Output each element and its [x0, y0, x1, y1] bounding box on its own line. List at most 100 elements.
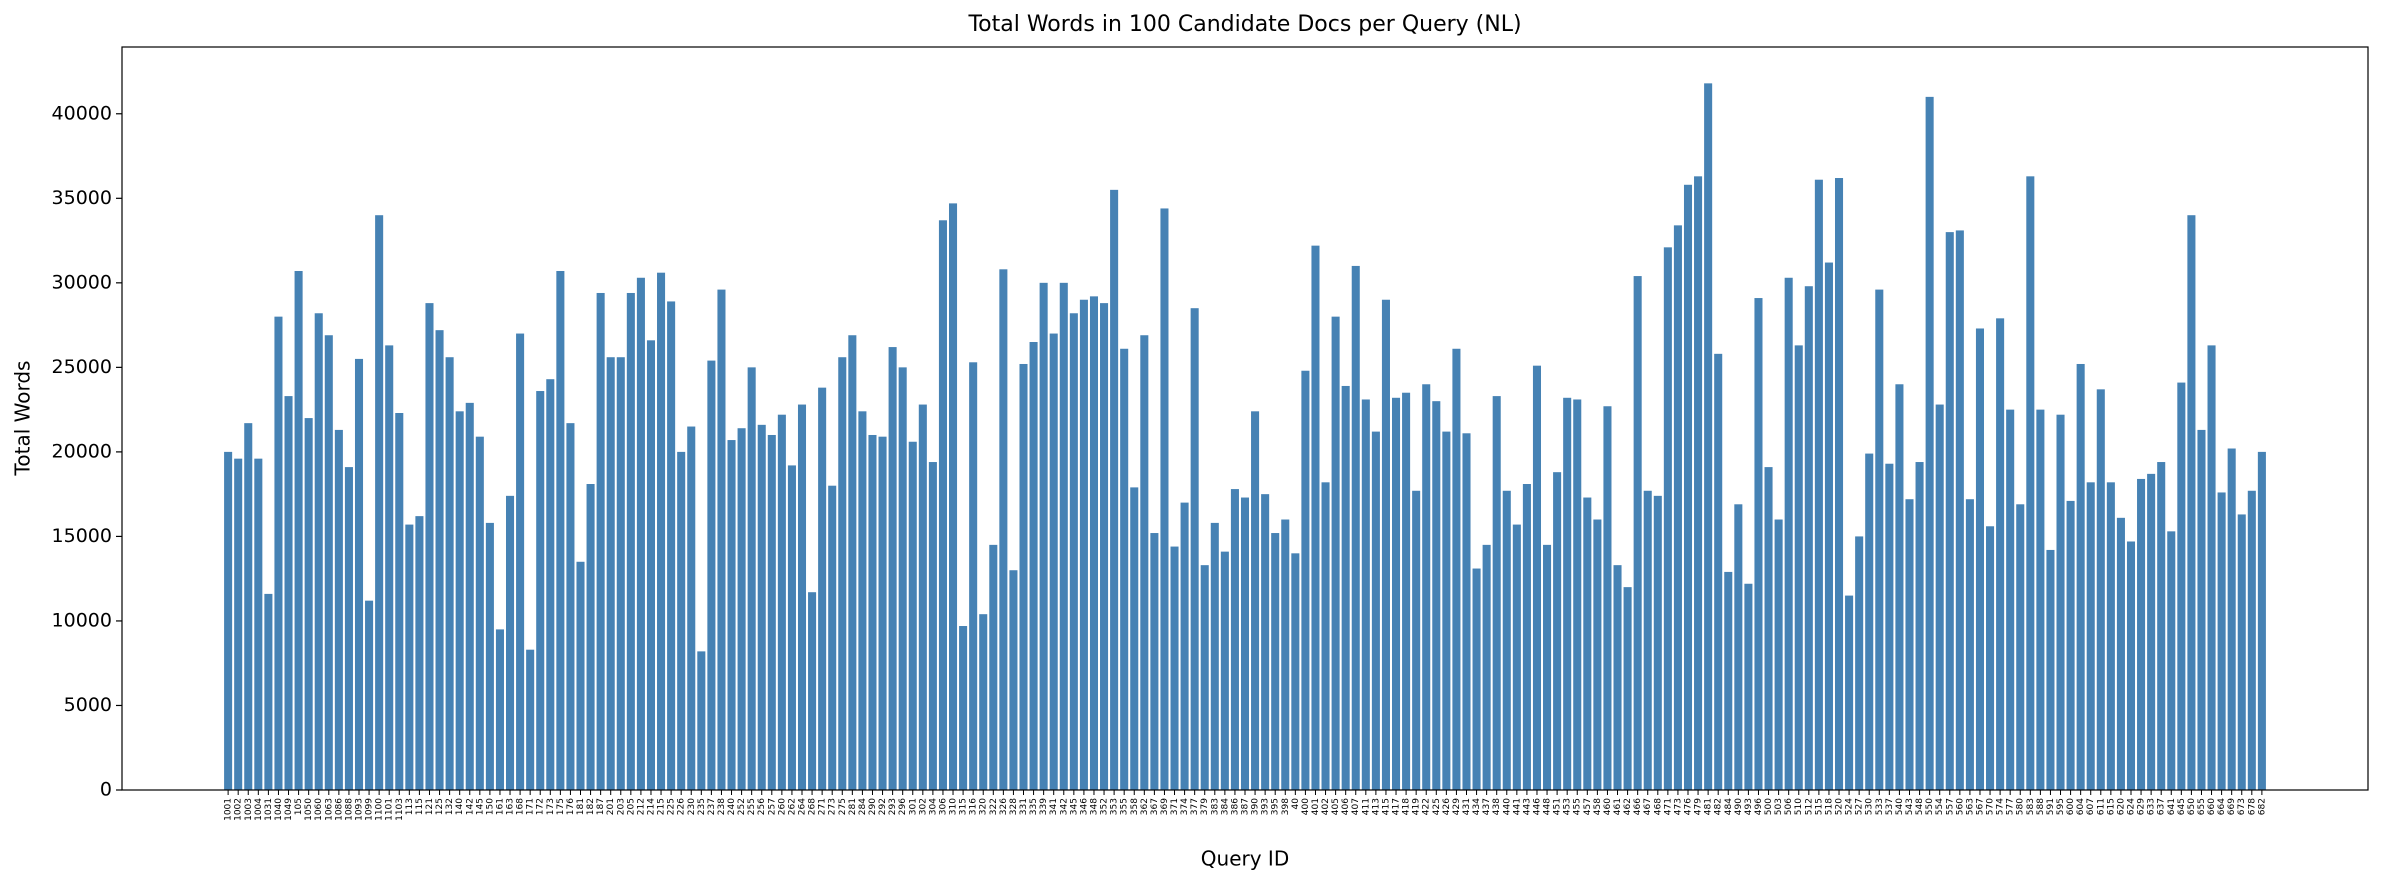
- bar: [737, 428, 746, 790]
- x-tick-label: 275: [838, 798, 848, 815]
- x-tick-label: 121: [425, 798, 435, 815]
- x-tick-label: 181: [576, 798, 586, 815]
- bar: [485, 522, 494, 790]
- bar: [2036, 409, 2045, 790]
- x-tick-label: 230: [687, 798, 697, 815]
- x-tick-label: 490: [1734, 798, 1744, 815]
- x-tick-label: 352: [1100, 798, 1110, 815]
- x-tick-label: 205: [626, 798, 636, 815]
- x-tick-label: 345: [1069, 798, 1079, 815]
- bar: [2147, 473, 2156, 790]
- bar: [2026, 176, 2035, 791]
- x-tick-label: 540: [1895, 798, 1905, 815]
- x-tick-label: 271: [818, 798, 828, 815]
- bar: [1251, 411, 1260, 790]
- bar: [1774, 519, 1783, 790]
- x-tick-label: 524: [1845, 798, 1855, 815]
- x-tick-label: 471: [1663, 798, 1673, 815]
- x-tick-label: 168: [516, 798, 526, 815]
- bar: [969, 362, 978, 790]
- x-tick-label: 187: [596, 798, 606, 815]
- x-tick-label: 473: [1673, 798, 1683, 815]
- bar: [1019, 363, 1028, 790]
- bar: [2177, 382, 2186, 790]
- bar: [1814, 179, 1823, 791]
- x-tick-label: 481: [1704, 798, 1714, 815]
- x-tick-label: 669: [2227, 798, 2237, 815]
- bar: [918, 404, 927, 790]
- x-tick-label: 533: [1875, 798, 1885, 815]
- x-tick-label: 390: [1251, 798, 1261, 815]
- bar: [1301, 370, 1310, 790]
- bar: [1784, 277, 1793, 790]
- x-tick-label: 235: [697, 798, 707, 815]
- x-tick-label: 252: [737, 798, 747, 815]
- bar: [1120, 348, 1129, 790]
- bar: [868, 434, 877, 790]
- bar: [959, 626, 968, 790]
- y-axis-label: Total Words: [11, 361, 35, 477]
- bar: [1935, 404, 1944, 790]
- bar: [405, 524, 414, 790]
- x-tick-label: 302: [918, 798, 928, 815]
- x-tick-label: 645: [2177, 798, 2187, 815]
- x-tick-label: 460: [1603, 798, 1613, 815]
- bar: [606, 357, 615, 790]
- bar: [1804, 286, 1813, 790]
- chart-title: Total Words in 100 Candidate Docs per Qu…: [967, 12, 1521, 37]
- bar: [908, 441, 917, 790]
- bar: [1482, 544, 1491, 790]
- y-tick-label: 40000: [52, 102, 112, 124]
- bar: [1694, 176, 1703, 791]
- bar: [848, 335, 857, 790]
- bar: [576, 561, 585, 790]
- x-tick-label: 371: [1170, 798, 1180, 815]
- bar: [888, 347, 897, 790]
- x-tick-label: 520: [1835, 798, 1845, 815]
- bar: [1049, 333, 1058, 790]
- bar: [1845, 595, 1854, 790]
- x-tick-label: 358: [1130, 798, 1140, 815]
- x-tick-label: 225: [667, 798, 677, 815]
- x-tick-label: 1101: [385, 798, 395, 821]
- x-tick-label: 125: [435, 798, 445, 815]
- bar: [818, 387, 827, 790]
- x-tick-label: 588: [2036, 798, 2046, 815]
- bar: [1764, 467, 1773, 790]
- bar: [828, 485, 837, 790]
- y-tick-label: 5000: [64, 694, 112, 716]
- bar: [757, 424, 766, 790]
- x-tick-label: 226: [677, 798, 687, 815]
- bar: [2247, 490, 2256, 790]
- x-tick-label: 482: [1714, 798, 1724, 815]
- bar: [1563, 397, 1572, 790]
- x-tick-label: 443: [1522, 798, 1532, 815]
- x-tick-label: 176: [566, 798, 576, 815]
- x-tick-label: 132: [445, 798, 455, 815]
- x-tick-label: 655: [2197, 798, 2207, 815]
- x-tick-label: 607: [2086, 798, 2096, 815]
- bar: [928, 462, 937, 790]
- bar: [536, 391, 545, 790]
- bar: [2157, 462, 2166, 790]
- bar: [1029, 342, 1038, 790]
- bar: [1512, 524, 1521, 790]
- x-tick-label: 315: [959, 798, 969, 815]
- x-tick-label: 40: [1291, 798, 1301, 810]
- bar: [657, 272, 666, 790]
- x-tick-label: 304: [928, 798, 938, 815]
- x-tick-label: 548: [1915, 798, 1925, 815]
- bar: [556, 270, 565, 790]
- bar: [1583, 497, 1592, 790]
- bar: [284, 396, 293, 790]
- x-tick-label: 142: [465, 798, 475, 815]
- bar: [596, 292, 605, 790]
- bar: [1553, 472, 1562, 790]
- x-tick-label: 650: [2187, 798, 2197, 815]
- bar: [1351, 265, 1360, 790]
- bar: [2106, 482, 2115, 790]
- x-tick-label: 355: [1120, 798, 1130, 815]
- x-tick-label: 577: [2006, 798, 2016, 815]
- bar: [1180, 502, 1189, 790]
